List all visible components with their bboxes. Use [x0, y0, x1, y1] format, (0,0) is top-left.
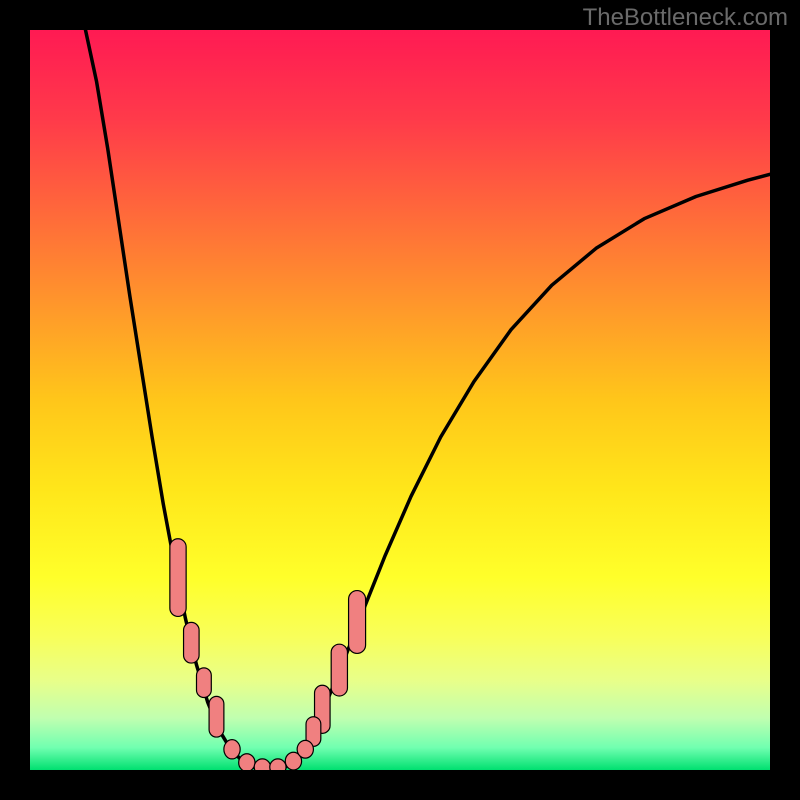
plot-background [30, 30, 770, 770]
data-marker-dot [239, 754, 255, 770]
plot-area [30, 30, 770, 770]
data-marker-dot [270, 759, 286, 770]
data-marker-bar [170, 539, 186, 617]
watermark-text: TheBottleneck.com [583, 4, 788, 32]
data-marker-dot [224, 740, 240, 759]
data-marker-bar [349, 591, 366, 654]
chart-stage: TheBottleneck.com [0, 0, 800, 800]
data-marker-bar [331, 644, 347, 696]
data-marker-bar [184, 622, 200, 663]
data-marker-bar [197, 668, 212, 698]
data-marker-dot [297, 740, 313, 758]
data-marker-dot [254, 759, 270, 770]
plot-svg [30, 30, 770, 770]
data-marker-bar [209, 696, 224, 737]
